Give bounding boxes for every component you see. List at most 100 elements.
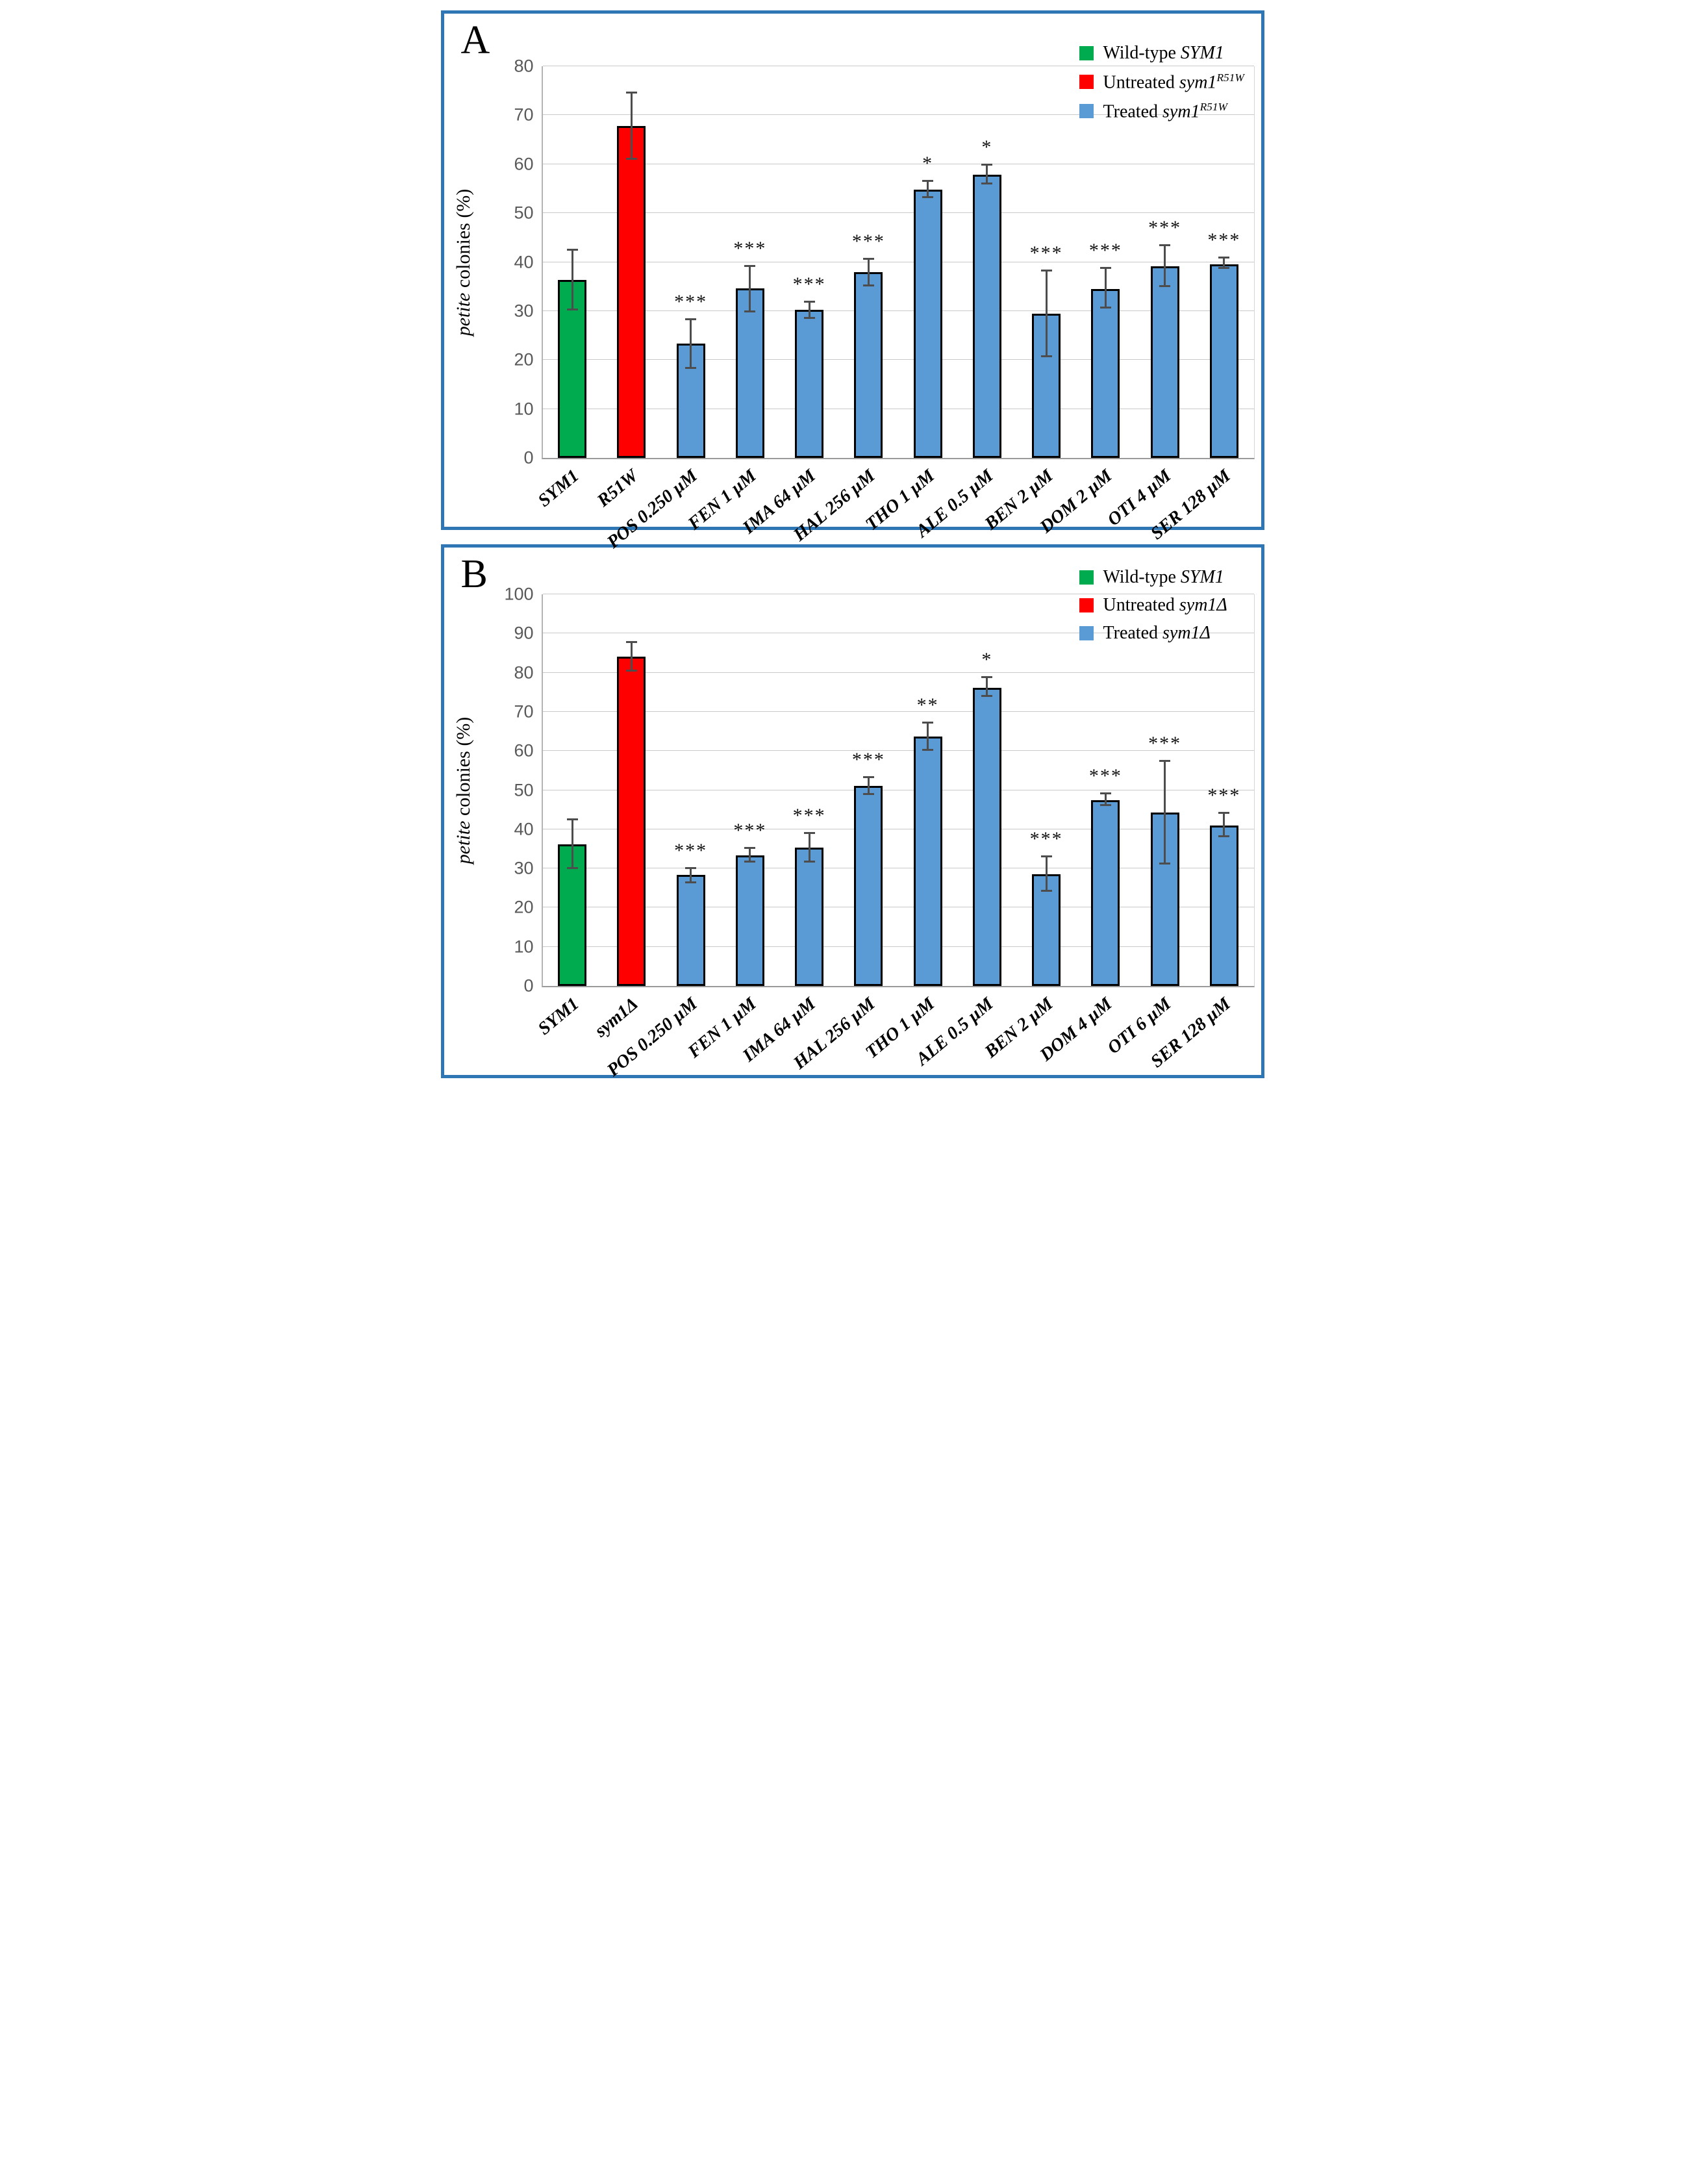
y-tick-label: 100	[504, 584, 534, 604]
significance-stars: ***	[1207, 785, 1241, 807]
error-bar	[571, 250, 573, 310]
legend-item: Treated sym1Δ	[1079, 624, 1227, 642]
y-tick-label: 70	[514, 105, 534, 125]
error-bar	[808, 301, 810, 319]
error-bar-cap-bottom	[862, 284, 874, 286]
error-bar-cap-top	[1159, 760, 1171, 763]
legend-swatch	[1079, 46, 1094, 60]
error-bar	[927, 181, 929, 198]
error-bar-cap-top	[981, 163, 993, 166]
legend: Wild-type SYM1 Untreated sym1Δ Treated sym…	[1079, 568, 1227, 642]
error-bar-cap-bottom	[1099, 804, 1111, 807]
significance-stars: ***	[1148, 733, 1182, 755]
significance-stars: ***	[1088, 764, 1122, 787]
significance-stars: ***	[1148, 216, 1182, 238]
error-bar	[690, 320, 692, 369]
plot-area: petite colonies (%) Wild-type SYM1 Untrea…	[453, 44, 1255, 553]
y-tick-label: 40	[514, 819, 534, 839]
panel-a: A petite colonies (%) Wild-type SYM1 Untr…	[440, 10, 1264, 553]
bar	[854, 272, 883, 458]
error-bar	[808, 833, 810, 863]
x-axis-labels: SYM1 R51W POS 0.250 µM FEN 1 µM IMA 64 µM HAL…	[534, 458, 1254, 553]
error-bar-cap-top	[1159, 244, 1171, 246]
significance-stars: *	[981, 649, 993, 671]
error-bar-cap-bottom	[685, 367, 697, 370]
gridline	[542, 310, 1254, 311]
y-tick-label: 20	[514, 897, 534, 917]
error-bar-cap-bottom	[625, 670, 637, 672]
legend-label: Treated sym1Δ	[1103, 623, 1211, 643]
significance-stars: ***	[1029, 242, 1063, 264]
error-bar	[1104, 268, 1107, 309]
y-tick-label: 0	[523, 976, 534, 996]
legend-swatch	[1079, 626, 1094, 640]
significance-stars: *	[981, 136, 993, 158]
bar-column: ***	[852, 594, 884, 986]
legend-gene: sym1Δ	[1179, 595, 1227, 615]
bar	[795, 848, 824, 986]
error-bar-cap-top	[1099, 792, 1111, 794]
bar-column: ***	[1088, 594, 1122, 986]
error-bar-cap-top	[862, 776, 874, 779]
legend-item: Wild-type SYM1	[1079, 44, 1244, 62]
error-bar-cap-bottom	[744, 310, 756, 312]
error-bar	[927, 722, 929, 750]
y-tick-label: 60	[514, 740, 534, 761]
error-bar	[986, 677, 988, 696]
error-bar-cap-bottom	[685, 881, 697, 883]
error-bar-cap-top	[625, 640, 637, 643]
error-bar-cap-top	[1218, 257, 1230, 259]
significance-stars: ***	[674, 291, 708, 313]
legend-label: Treated sym1R51W	[1103, 101, 1228, 122]
panel-b: B petite colonies (%) Wild-type SYM1 Untr…	[440, 544, 1264, 1081]
bar	[1032, 874, 1061, 986]
error-bar-cap-bottom	[922, 196, 934, 199]
y-tick-label: 90	[514, 623, 534, 643]
error-bar-cap-bottom	[981, 182, 993, 184]
error-bar-cap-top	[803, 300, 815, 303]
error-bar-cap-bottom	[1218, 266, 1230, 269]
y-tick-label: 60	[514, 154, 534, 174]
error-bar-cap-bottom	[922, 749, 934, 751]
error-bar-cap-bottom	[1099, 307, 1111, 309]
bar-column: ***	[1030, 594, 1062, 986]
bar-column	[558, 66, 587, 458]
significance-stars: ***	[674, 840, 708, 862]
bar-column: ***	[674, 66, 708, 458]
error-bar-cap-top	[922, 721, 934, 724]
legend: Wild-type SYM1 Untreated sym1R51W Treated …	[1079, 44, 1244, 121]
bar	[1150, 812, 1179, 986]
gridline	[542, 750, 1254, 751]
error-bar	[571, 820, 573, 868]
error-bar-cap-top	[1099, 266, 1111, 269]
error-bar-cap-top	[862, 257, 874, 260]
error-bar	[1164, 245, 1166, 287]
error-bar	[630, 92, 633, 160]
error-bar	[1223, 813, 1225, 837]
error-bar	[690, 868, 692, 883]
error-bar-cap-top	[1040, 270, 1052, 272]
y-tick-label: 10	[514, 937, 534, 957]
bar-column: ***	[1089, 66, 1121, 458]
error-bar	[749, 266, 751, 312]
bar	[617, 125, 646, 458]
legend-gene: sym1Δ	[1162, 623, 1211, 643]
gridline	[542, 946, 1254, 947]
significance-stars: ***	[792, 273, 826, 295]
gridline	[542, 114, 1254, 116]
bar	[617, 656, 646, 986]
y-tick-label: 20	[514, 349, 534, 370]
error-bar-cap-top	[922, 180, 934, 183]
error-bar-cap-top	[803, 831, 815, 834]
bar	[676, 874, 705, 986]
y-tick-label: 70	[514, 701, 534, 722]
legend-gene: sym1	[1162, 101, 1200, 122]
legend-item: Wild-type SYM1	[1079, 568, 1227, 587]
legend-gene-superscript: R51W	[1199, 101, 1227, 114]
y-axis-title-italic: petite	[452, 292, 474, 336]
x-category-label: SYM1	[534, 994, 583, 1039]
bar	[913, 736, 942, 986]
legend-swatch	[1079, 75, 1094, 90]
y-tick-label: 40	[514, 252, 534, 271]
bar-column	[617, 66, 646, 458]
